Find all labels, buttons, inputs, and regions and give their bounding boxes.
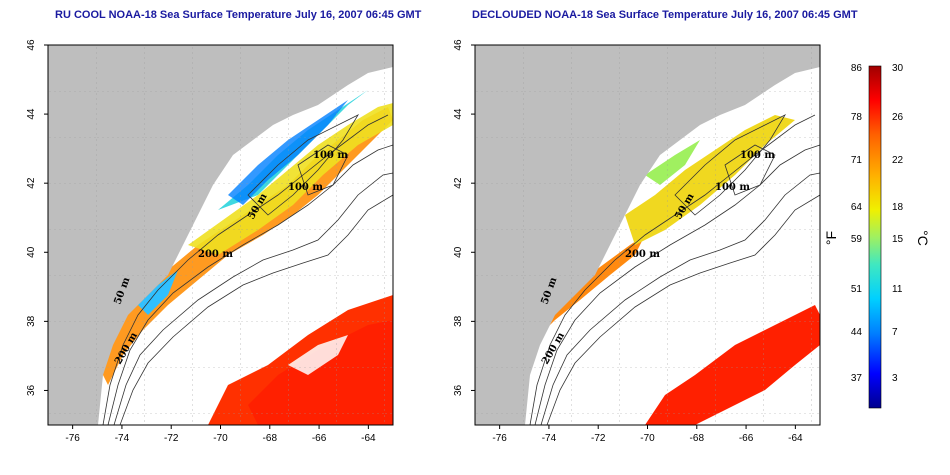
fahrenheit-tick-label: 86 (851, 63, 863, 74)
left-contour-label: 200 m (198, 249, 233, 260)
lat-tick-label: 42 (453, 177, 464, 189)
celsius-tick-label: 26 (892, 112, 904, 123)
celsius-unit-label: °C (915, 230, 931, 246)
lon-tick-label: -68 (690, 433, 705, 444)
celsius-tick-label: 22 (892, 155, 904, 166)
celsius-tick-label: 15 (892, 234, 904, 245)
celsius-tick-label: 11 (892, 284, 903, 295)
lon-tick-label: -74 (542, 433, 557, 444)
lon-tick-label: -70 (640, 433, 655, 444)
fahrenheit-tick-label: 64 (851, 202, 863, 213)
fahrenheit-tick-label: 44 (851, 327, 863, 338)
lat-tick-label: 40 (26, 246, 37, 258)
fahrenheit-tick-label: 71 (851, 155, 863, 166)
lat-tick-label: 42 (26, 177, 37, 189)
lon-tick-label: -64 (361, 433, 376, 444)
fahrenheit-tick-label: 78 (851, 112, 863, 123)
lon-tick-label: -66 (739, 433, 754, 444)
lat-tick-label: 36 (453, 384, 464, 396)
lon-tick-label: -72 (164, 433, 179, 444)
lon-tick-label: -76 (65, 433, 80, 444)
fahrenheit-tick-label: 59 (851, 234, 863, 245)
celsius-tick-label: 3 (892, 373, 898, 384)
celsius-tick-label: 18 (892, 202, 904, 213)
lon-tick-label: -76 (492, 433, 507, 444)
right-map: 100 m 100 m 50 m 200 m 50 m 200 m (474, 44, 821, 445)
colorbar-gradient (868, 65, 882, 409)
axis-ticks: -76 -74 -72 -70 -68 -66 -64 46 44 42 40 38 36 -76 -74 -… (26, 39, 803, 444)
lon-tick-label: -74 (115, 433, 130, 444)
lat-tick-label: 40 (453, 246, 464, 258)
left-contour-label: 100 m (288, 182, 323, 193)
fahrenheit-tick-label: 51 (851, 284, 863, 295)
left-contour-label: 100 m (313, 150, 348, 161)
colorbar-ticks: 86 78 71 64 59 51 44 37 30 26 22 18 15 11 7 3 (851, 63, 904, 384)
lon-tick-label: -64 (788, 433, 803, 444)
colorbar: 86 78 71 64 59 51 44 37 30 26 22 18 15 11 7 3 °F °C (823, 63, 931, 409)
lon-tick-label: -72 (591, 433, 606, 444)
fahrenheit-tick-label: 37 (851, 373, 863, 384)
lon-tick-label: -68 (263, 433, 278, 444)
lat-tick-label: 38 (26, 315, 37, 327)
fahrenheit-unit-label: °F (823, 231, 839, 245)
lat-tick-label: 46 (453, 39, 464, 51)
celsius-tick-label: 7 (892, 327, 898, 338)
lat-tick-label: 44 (453, 108, 464, 120)
lat-tick-label: 46 (26, 39, 37, 51)
right-contour-label: 200 m (625, 249, 660, 260)
celsius-tick-label: 30 (892, 63, 904, 74)
lon-tick-label: -70 (213, 433, 228, 444)
lat-tick-label: 36 (26, 384, 37, 396)
right-contour-label: 100 m (740, 150, 775, 161)
lat-tick-label: 44 (26, 108, 37, 120)
right-contour-label: 100 m (715, 182, 750, 193)
left-map-title: RU COOL NOAA-18 Sea Surface Temperature … (55, 9, 422, 21)
lat-tick-label: 38 (453, 315, 464, 327)
lon-tick-label: -66 (312, 433, 327, 444)
left-map: 100 m 100 m 50 m 200 m 50 m 200 m (47, 44, 394, 445)
right-map-title: DECLOUDED NOAA-18 Sea Surface Temperatur… (472, 9, 858, 21)
